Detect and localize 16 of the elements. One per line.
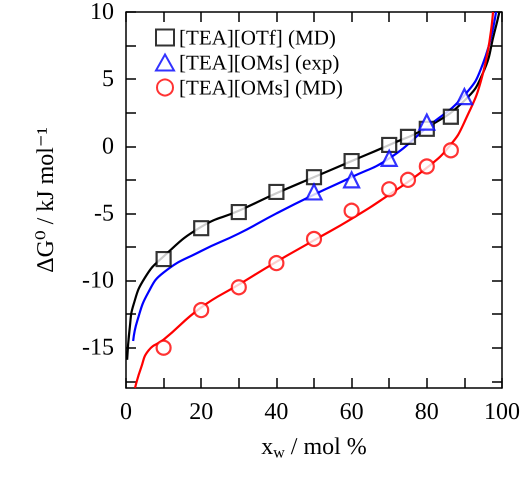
- x-tick-label: 60: [340, 399, 364, 425]
- y-tick-label: 10: [90, 0, 114, 25]
- x-tick-label: 40: [264, 399, 288, 425]
- y-tick-label: 5: [102, 66, 114, 92]
- x-tick-label: 20: [189, 399, 214, 425]
- y-tick-label: -15: [82, 334, 114, 361]
- legend-label: [TEA][OMs] (exp): [179, 50, 340, 74]
- x-tick-label: 100: [484, 399, 520, 425]
- legend-label: [TEA][OTf] (MD): [179, 26, 336, 50]
- y-tick-label: -10: [82, 268, 114, 294]
- legend-label: [TEA][OMs] (MD): [179, 76, 343, 100]
- x-tick-label: 0: [120, 399, 132, 425]
- y-tick-label: -5: [94, 200, 114, 226]
- y-tick-label: 0: [102, 133, 114, 160]
- x-tick-label: 80: [414, 399, 439, 425]
- y-axis-title: ΔG⁰ / kJ mol⁻¹: [33, 127, 59, 273]
